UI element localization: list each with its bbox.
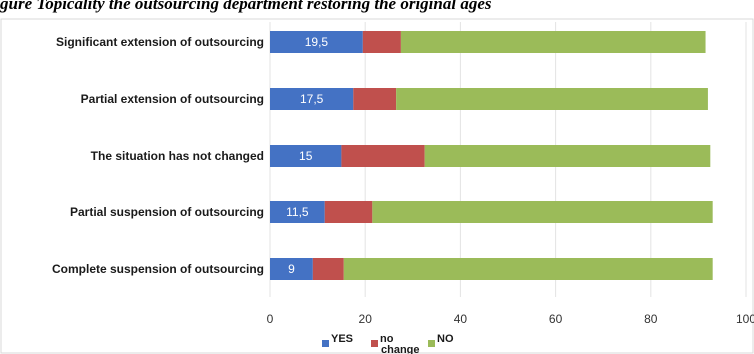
data-label: 15 (299, 149, 313, 163)
bar-no-change-segment (362, 31, 401, 53)
figure-caption: gure Topicality the outsourcing departme… (0, 0, 492, 13)
data-label: 19,5 (305, 35, 329, 49)
data-label: 11,5 (286, 205, 309, 219)
bar-no-segment (396, 88, 708, 110)
bar-yes-segment (270, 31, 363, 53)
x-tick-label: 100 (736, 312, 754, 326)
x-tick-label: 80 (644, 312, 658, 326)
legend: YES no change NO (322, 333, 454, 354)
legend-swatch (371, 340, 378, 347)
bar-no-change-segment (341, 145, 425, 167)
data-label: 17,5 (300, 92, 324, 106)
bar-no-change-segment (324, 201, 373, 223)
x-tick-label: 20 (359, 312, 373, 326)
x-tick-label: 60 (549, 312, 563, 326)
bar-no-segment (372, 201, 713, 223)
bar-yes-segment (270, 258, 313, 280)
legend-swatch (428, 340, 435, 347)
bar-yes-segment (270, 88, 354, 110)
legend-label: no change (380, 333, 420, 354)
category-label: Significant extension of outsourcing (56, 35, 264, 49)
x-tick-label: 40 (454, 312, 468, 326)
bar-no-change-segment (312, 258, 344, 280)
bar-no-segment (424, 145, 711, 167)
x-axis-ticks: 0 20 40 60 80 100 (267, 312, 754, 326)
legend-swatch (322, 340, 329, 347)
x-tick-label: 0 (267, 312, 274, 326)
bars: 19,5 17,5 15 11,5 9 (270, 31, 713, 280)
legend-label: YES (331, 333, 353, 345)
category-label: The situation has not changed (91, 149, 264, 163)
category-label: Complete suspension of outsourcing (52, 262, 264, 276)
bar-yes-segment (270, 201, 325, 223)
bar-no-change-segment (353, 88, 397, 110)
data-label: 9 (288, 262, 295, 276)
bar-yes-segment (270, 145, 342, 167)
category-labels: Significant extension of outsourcing Part… (52, 35, 264, 276)
category-label: Partial extension of outsourcing (81, 92, 264, 106)
bar-no-segment (343, 258, 713, 280)
category-label: Partial suspension of outsourcing (70, 205, 264, 219)
legend-label: NO (437, 333, 454, 345)
chart-frame (0, 18, 754, 354)
bar-no-segment (400, 31, 706, 53)
